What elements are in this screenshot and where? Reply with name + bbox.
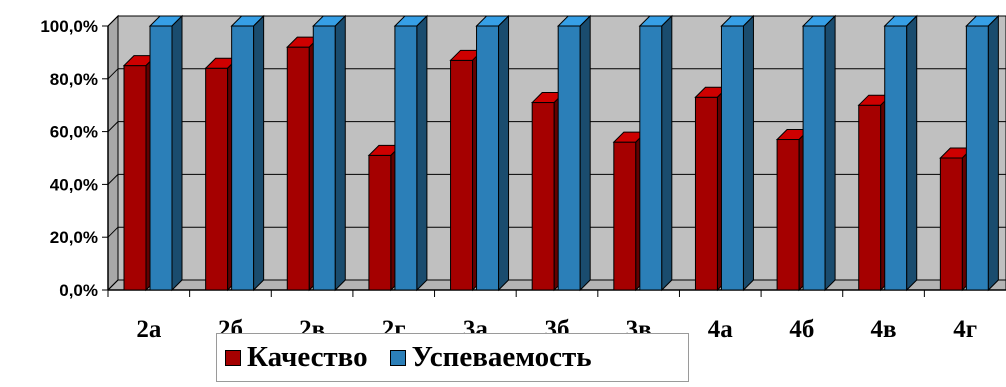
y-tick-label: 40,0% bbox=[50, 175, 98, 194]
legend-swatch-quality bbox=[225, 349, 241, 366]
bar bbox=[556, 14, 592, 292]
gridline-depth bbox=[107, 174, 119, 185]
x-tick-label: 4а bbox=[708, 316, 734, 343]
bar-side bbox=[824, 14, 836, 292]
bar bbox=[312, 14, 347, 292]
bar-front bbox=[694, 96, 718, 291]
bar-side bbox=[987, 14, 999, 292]
bar bbox=[393, 14, 429, 292]
bars bbox=[122, 14, 1000, 292]
bar-front bbox=[394, 25, 418, 291]
bar-front bbox=[858, 104, 882, 291]
bar-front bbox=[312, 25, 336, 291]
legend: Качество Успеваемость bbox=[216, 333, 689, 382]
bar-front bbox=[205, 67, 229, 291]
y-tick-label: 80,0% bbox=[50, 70, 98, 89]
bar bbox=[801, 14, 837, 292]
bar-front bbox=[557, 25, 581, 291]
x-tick-label: 4б bbox=[789, 316, 814, 343]
gridline-depth bbox=[107, 15, 119, 27]
bar bbox=[965, 14, 1000, 292]
y-tick-label: 60,0% bbox=[50, 123, 98, 142]
bar bbox=[230, 14, 265, 292]
bar-front bbox=[802, 25, 826, 291]
x-tick-label: 2а bbox=[136, 316, 162, 343]
bar-front bbox=[476, 25, 500, 291]
bar-front bbox=[149, 25, 173, 291]
bar-front bbox=[123, 65, 147, 291]
bar-front bbox=[720, 25, 744, 291]
bar-side bbox=[253, 14, 265, 292]
bar-front bbox=[368, 154, 392, 291]
bar-front bbox=[613, 141, 637, 291]
bar-side bbox=[498, 14, 510, 292]
legend-swatch-success bbox=[389, 349, 406, 366]
gridline-depth bbox=[107, 226, 119, 238]
legend-item-success: Успеваемость bbox=[389, 341, 592, 374]
bar bbox=[638, 14, 674, 292]
bar-front bbox=[965, 25, 989, 291]
bar bbox=[148, 14, 184, 292]
bar-side bbox=[171, 14, 183, 292]
gridline-depth bbox=[107, 121, 119, 132]
bar-side bbox=[661, 14, 673, 292]
legend-label-quality: Качество bbox=[247, 341, 368, 373]
bar bbox=[883, 14, 918, 292]
bar-front bbox=[531, 102, 555, 291]
x-tick-label: 4в bbox=[871, 316, 897, 343]
bar-front bbox=[884, 25, 908, 291]
legend-label-success: Успеваемость bbox=[411, 341, 592, 373]
x-tick-label: 4г bbox=[953, 316, 977, 343]
bar-front bbox=[450, 59, 474, 291]
bar-side bbox=[334, 14, 346, 292]
side-wall bbox=[107, 14, 119, 292]
bar-front bbox=[286, 46, 310, 291]
bar bbox=[720, 14, 755, 292]
bar-side bbox=[416, 14, 428, 292]
bar-front bbox=[776, 139, 800, 291]
y-tick-label: 20,0% bbox=[50, 228, 98, 247]
bar-front bbox=[231, 25, 255, 291]
legend-item-quality: Качество bbox=[225, 341, 368, 374]
bar-side bbox=[579, 14, 591, 292]
bar-front bbox=[639, 25, 663, 291]
y-axis-ticks: 0,0% 20,0% 40,0% 60,0% 80,0% 100,0% bbox=[40, 17, 98, 300]
y-tick-label: 100,0% bbox=[40, 17, 98, 36]
bar bbox=[475, 14, 510, 292]
gridline-depth bbox=[107, 68, 119, 80]
bar-side bbox=[906, 14, 918, 292]
bar-front bbox=[939, 157, 963, 291]
gridline-depth bbox=[107, 279, 119, 291]
bar-side bbox=[742, 14, 754, 292]
y-tick-label: 0,0% bbox=[59, 281, 98, 300]
